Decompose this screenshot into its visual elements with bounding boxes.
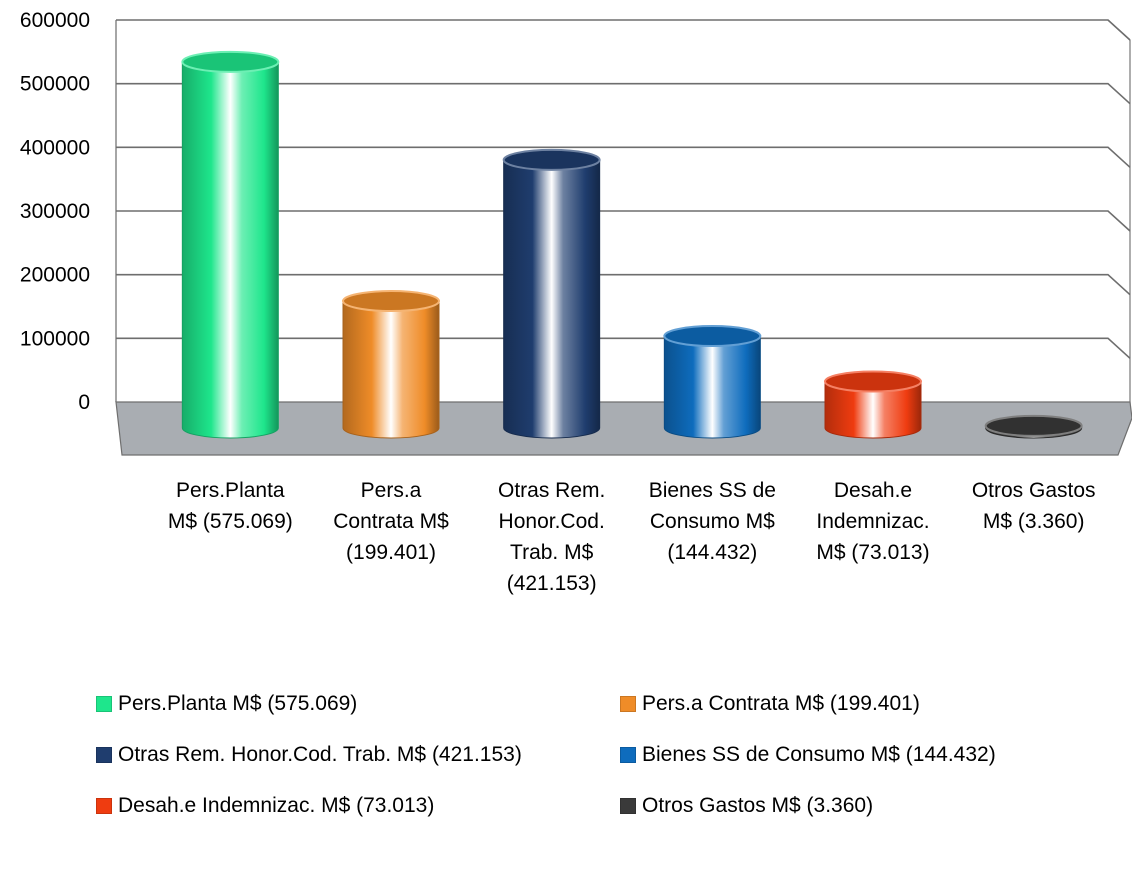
legend-swatch	[96, 696, 112, 712]
gridline	[116, 337, 1131, 359]
x-tick-label: Indemnizac.	[816, 510, 929, 533]
gridline	[116, 273, 1131, 296]
legend-item: Desah.e Indemnizac. M$ (73.013)	[96, 794, 434, 818]
x-tick-label: Desah.e	[834, 479, 912, 502]
bars	[181, 50, 1083, 439]
legend-item: Pers.Planta M$ (575.069)	[96, 692, 357, 716]
y-tick-label: 0	[78, 391, 90, 414]
x-tick-label: Otras Rem.	[498, 479, 605, 502]
x-tick-label: Pers.a	[361, 479, 422, 502]
legend-label: Pers.a Contrata M$ (199.401)	[642, 692, 920, 715]
x-tick-label: Contrata M$	[333, 510, 449, 533]
legend-item: Bienes SS de Consumo M$ (144.432)	[620, 743, 996, 767]
legend-label: Desah.e Indemnizac. M$ (73.013)	[118, 794, 435, 817]
bar-5	[824, 370, 922, 439]
legend-label: Otros Gastos M$ (3.360)	[642, 794, 874, 817]
gridline	[116, 19, 1131, 41]
gridline	[116, 210, 1131, 232]
x-tick-label: Pers.Planta	[176, 479, 285, 502]
x-tick-label: (144.432)	[667, 541, 757, 564]
legend-label: Bienes SS de Consumo M$ (144.432)	[642, 743, 996, 766]
y-tick-label: 400000	[20, 136, 90, 159]
y-tick-label: 100000	[20, 327, 90, 350]
x-axis-labels: Pers.Planta M$ (575.069) Pers.a Contrata M$…	[168, 479, 1096, 595]
y-tick-label: 300000	[20, 200, 90, 223]
bar-6	[984, 414, 1083, 439]
gridline	[116, 82, 1131, 105]
legend-swatch	[620, 798, 636, 814]
legend-item: Otras Rem. Honor.Cod. Trab. M$ (421.153)	[96, 743, 522, 767]
x-tick-label: Bienes SS de	[649, 479, 776, 502]
bar-3	[502, 148, 601, 439]
x-tick-label: M$ (3.360)	[983, 510, 1085, 533]
x-tick-label: M$ (73.013)	[816, 541, 929, 564]
x-tick-label: Honor.Cod.	[499, 510, 605, 533]
legend-label: Otras Rem. Honor.Cod. Trab. M$ (421.153)	[118, 743, 522, 766]
y-axis-ticks: 0 100000 200000 300000 400000 500000 600000	[20, 9, 90, 414]
legend-swatch	[620, 747, 636, 763]
gridline	[116, 146, 1131, 168]
x-tick-label: (421.153)	[507, 572, 597, 595]
legend-label: Pers.Planta M$ (575.069)	[118, 692, 358, 715]
legend-swatch	[620, 696, 636, 712]
legend-swatch	[96, 798, 112, 814]
legend-item: Otros Gastos M$ (3.360)	[620, 794, 873, 818]
gridlines	[116, 19, 1131, 359]
x-tick-label: (199.401)	[346, 541, 436, 564]
x-tick-label: Consumo M$	[650, 510, 775, 533]
bar-4	[663, 325, 762, 439]
legend-swatch	[96, 747, 112, 763]
x-tick-label: M$ (575.069)	[168, 510, 293, 533]
y-tick-label: 200000	[20, 264, 90, 287]
x-tick-label: Otros Gastos	[972, 479, 1096, 502]
y-tick-label: 600000	[20, 9, 90, 32]
cylinder-bar-chart: 0 100000 200000 300000 400000 500000 600000 Pe…	[20, 9, 1132, 595]
x-tick-label: Trab. M$	[510, 541, 594, 564]
y-tick-label: 500000	[20, 73, 90, 96]
bar-1	[181, 50, 280, 439]
legend-item: Pers.a Contrata M$ (199.401)	[620, 692, 920, 716]
bar-2	[342, 290, 440, 439]
